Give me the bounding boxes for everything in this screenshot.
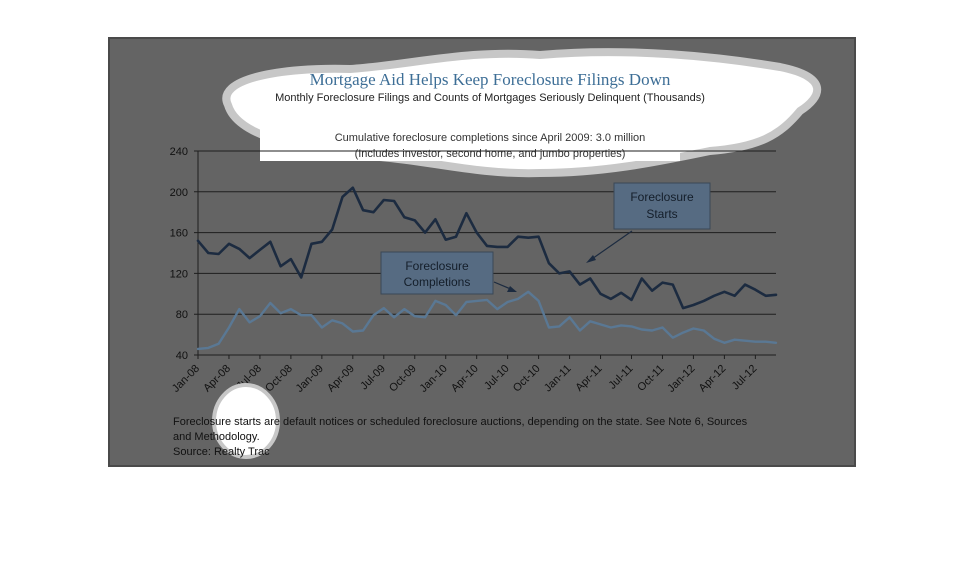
completions-callout-arrowhead [507,286,517,292]
chart-svg: Mortgage Aid Helps Keep Foreclosure Fili… [170,48,821,459]
note-backdrop [260,125,680,161]
x-tick-label: Apr-11 [573,363,604,394]
x-tick-label: Oct-11 [635,363,666,394]
highlight-blob [212,383,280,459]
chart-title: Mortgage Aid Helps Keep Foreclosure Fili… [310,70,671,89]
x-tick-label: Jan-08 [170,363,202,395]
starts-callout-box [613,182,711,230]
footer-line1: Foreclosure starts are default notices o… [173,416,748,428]
y-tick-label: 80 [176,309,188,321]
x-tick-label: Oct-10 [511,363,543,395]
x-tick-label: Jan-11 [542,363,574,395]
chart-slide: Mortgage Aid Helps Keep Foreclosure Fili… [108,37,856,467]
y-tick-label: 40 [176,350,188,362]
starts-callout-line2: Starts [646,207,677,221]
y-tick-label: 240 [170,146,188,158]
y-tick-label: 120 [170,268,188,280]
series-line-foreclosure-starts [196,186,778,310]
series-line-foreclosure-completions [196,290,778,351]
y-tick-label: 160 [170,228,188,240]
x-tick-label: Jul-12 [730,363,760,393]
completions-callout-box [380,251,494,295]
cumulative-note-line2: (Includes investor, second home, and jum… [355,148,626,160]
x-tick-label: Jan-10 [418,363,450,395]
starts-callout-arrowhead [586,255,596,263]
x-tick-label: Jan-12 [665,363,697,395]
x-tick-label: Apr-09 [325,363,357,395]
series-layer [196,186,778,351]
x-tick-label: Oct-08 [263,363,295,395]
x-tick-label: Oct-09 [387,363,419,395]
completions-callout-line2: Completions [404,275,471,289]
x-tick-label: Apr-10 [449,363,481,395]
cumulative-note-line1: Cumulative foreclosure completions since… [335,132,646,144]
x-tick-label: Apr-12 [697,363,729,395]
starts-callout-line1: Foreclosure [630,190,694,204]
y-tick-label: 200 [170,187,188,199]
completions-callout-line1: Foreclosure [405,259,469,273]
footer-line2: and Methodology. [173,431,260,443]
x-tick-label: Jan-09 [294,363,326,395]
starts-callout-arrow [588,230,633,262]
footer-line3: Source: Realty Trac [173,446,270,458]
chart-subtitle: Monthly Foreclosure Filings and Counts o… [275,92,705,104]
x-tick-label: Jul-11 [607,363,636,392]
x-tick-label: Jul-09 [358,363,388,393]
x-tick-label: Jul-10 [482,363,512,393]
